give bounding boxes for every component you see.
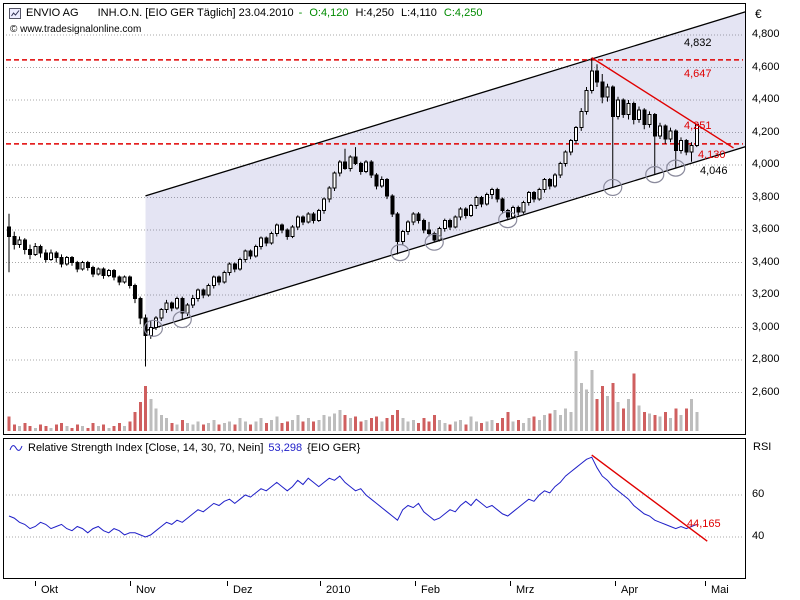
price-tick-label: 2,800 (752, 353, 780, 365)
price-tick-label: 3,800 (752, 190, 780, 203)
open-value: O:4,120 (309, 7, 349, 19)
month-tick (415, 581, 416, 586)
price-chart: 4,832 4,647 4,251 4,130 4,046 (6, 11, 745, 431)
price-tick-label: 4,200 (752, 125, 780, 138)
price-tick-label: 4,800 (752, 28, 780, 40)
rsi-panel: 44,165 Relative Strength Index [Close, 1… (3, 438, 746, 579)
price-tick-label: 2,600 (752, 385, 780, 398)
rsi-instrument: {EIO GER} (307, 442, 361, 454)
month-tick (705, 581, 706, 586)
price-annotation-label: 4,832 (684, 37, 712, 49)
price-annotation-label: 4,046 (700, 165, 728, 177)
month-label: Feb (421, 584, 440, 596)
rsi-header: Relative Strength Index [Close, 14, 30, … (9, 442, 360, 454)
instrument-details: INH.O.N. [EIO GER Täglich] 23.04.2010 (97, 7, 294, 19)
high-value: H:4,250 (355, 7, 394, 19)
rsi-chart: 44,165 (6, 454, 743, 542)
rsi-current-value: 53,298 (268, 442, 303, 454)
price-tick-label: 4,600 (752, 60, 780, 73)
price-annotation-label: 4,647 (684, 68, 712, 80)
rsi-tick-label: 60 (752, 488, 765, 500)
month-label: Okt (41, 584, 59, 596)
rsi-title: Relative Strength Index [Close, 14, 30, … (28, 442, 264, 454)
rsi-tick-label: 40 (752, 530, 765, 542)
price-annotation-label: 4,130 (698, 149, 726, 161)
trend-channel (145, 11, 745, 332)
price-annotation-label: 4,251 (684, 120, 712, 132)
month-label: Nov (136, 584, 156, 596)
chart-header: ENVIO AG INH.O.N. [EIO GER Täglich] 23.0… (9, 7, 482, 19)
price-annotations: 4,832 4,647 4,251 4,130 4,046 (684, 37, 728, 177)
close-value: C:4,250 (443, 7, 483, 19)
copyright-note: © www.tradesignalonline.com (10, 24, 142, 35)
candles (7, 57, 699, 367)
rsi-axis-title: RSI (753, 441, 772, 453)
month-label: Dez (233, 584, 253, 596)
channel-touch-circles (143, 159, 686, 337)
low-value: L:4,110 (401, 7, 437, 19)
price-chart-panel: 4,832 4,647 4,251 4,130 4,046 ENVIO AG INH.O… (3, 3, 746, 435)
volume-bars (7, 351, 699, 431)
price-tick-label: 3,000 (752, 320, 780, 333)
month-tick (510, 581, 511, 586)
month-label: Apr (621, 584, 639, 596)
price-tick-label: 3,200 (752, 288, 780, 300)
month-label: Mai (711, 584, 729, 596)
indicator-wave-icon (9, 445, 23, 451)
price-tick-label: 4,400 (752, 93, 780, 105)
price-tick-label: 4,000 (752, 158, 780, 170)
month-label: 2010 (326, 584, 351, 596)
month-tick (35, 581, 36, 586)
time-axis: Okt Nov Dez 2010 Feb Mrz Apr Mai (3, 581, 746, 600)
resistance-lines (6, 59, 743, 145)
price-tick-label: 3,400 (752, 255, 780, 268)
separator: - (298, 7, 303, 19)
month-tick (320, 581, 321, 586)
month-tick (130, 581, 131, 586)
price-tick-label: 3,600 (752, 223, 780, 235)
month-tick (615, 581, 616, 586)
month-tick (227, 581, 228, 586)
symbol-label: ENVIO AG (26, 7, 79, 19)
currency-label: € (755, 7, 762, 21)
red-downtrend-line (591, 57, 734, 149)
rsi-downtrend-line (591, 454, 708, 542)
candlestick-chart-icon (9, 7, 21, 19)
month-label: Mrz (516, 584, 535, 596)
rsi-trendline-value: 44,165 (687, 518, 721, 530)
rsi-axis: RSI 60 40 (749, 438, 799, 579)
price-axis: € 4,800 4,600 4,400 4,200 4,000 3,800 3,600 3,4… (749, 3, 799, 435)
rsi-line (8, 456, 697, 538)
